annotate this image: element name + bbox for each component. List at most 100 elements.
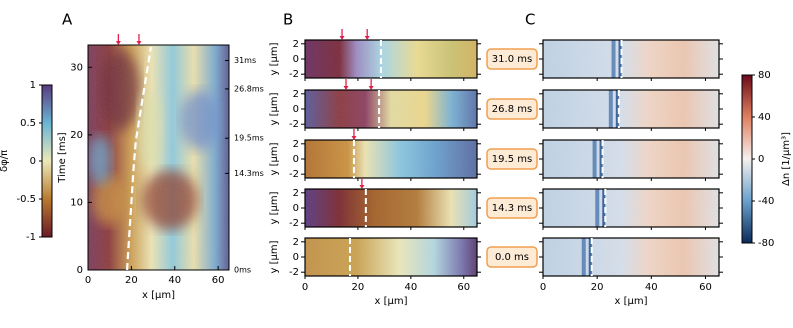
y-tick-label: 2 [293, 237, 299, 248]
x-tick-label: 60 [457, 282, 470, 293]
y2-tick-label: 14.3ms [234, 169, 264, 178]
colorbar-tick-label: 0 [30, 156, 36, 167]
y-axis-label: y [μm] [269, 92, 280, 125]
y-axis-label: y [μm] [269, 240, 280, 273]
colorbar-tick-label: 0 [758, 154, 764, 165]
density-dip [602, 189, 606, 227]
noise [543, 189, 719, 227]
front-line [125, 46, 152, 271]
arrow-head [136, 41, 142, 45]
y-tick-label: 0 [293, 104, 299, 115]
colorbar-label: Δn [1/μm³] [781, 132, 792, 186]
noise [543, 140, 719, 178]
y-tick-label: 2 [293, 139, 299, 150]
time-badge [486, 48, 538, 70]
panel-label: C [525, 11, 535, 29]
y-tick-label: 2 [293, 39, 299, 50]
y-axis-label: y [μm] [269, 42, 280, 75]
panel-label: B [283, 11, 293, 29]
y-tick-label: 0 [293, 203, 299, 214]
x-tick-label: 40 [645, 282, 658, 293]
y-tick-label: 0 [293, 54, 299, 65]
time-label: 31.0 ms [492, 54, 532, 65]
noise [305, 90, 477, 128]
time-badge [486, 98, 538, 120]
density-dip [618, 40, 622, 78]
y-tick-label: 0 [77, 265, 83, 276]
colorbar-tick-label: -1 [26, 232, 36, 243]
x-axis-label: x [μm] [614, 296, 647, 307]
y-tick-label: -2 [289, 218, 299, 229]
x-axis-label: x [μm] [142, 290, 175, 301]
y-tick-label: 0 [293, 154, 299, 165]
noise [543, 238, 719, 276]
x-tick-label: 0 [85, 275, 91, 286]
y2-tick-label: 19.5ms [234, 134, 264, 143]
density-dip [615, 90, 619, 128]
x-axis-label: x [μm] [374, 296, 407, 307]
density-dip [592, 140, 597, 178]
y-tick-label: 0 [293, 252, 299, 263]
density-dip [581, 238, 586, 276]
panel-label: A [62, 11, 73, 29]
noise [543, 90, 719, 128]
noise [305, 238, 477, 276]
colorbar-tick-label: -80 [758, 238, 774, 249]
arrow-head [364, 36, 370, 40]
time-badge [486, 148, 538, 170]
x-tick-label: 20 [591, 282, 604, 293]
y-tick-label: -2 [289, 169, 299, 180]
density-dip [595, 189, 600, 227]
y2-tick-label: 26.8ms [234, 84, 264, 93]
y-axis-label: y [μm] [269, 191, 280, 224]
arrow-head [115, 41, 121, 45]
arrow-head [368, 86, 374, 90]
time-label: 0.0 ms [495, 252, 529, 263]
arrow-head [339, 36, 345, 40]
colorbar [41, 84, 53, 238]
colorbar-tick-label: -40 [758, 196, 774, 207]
density-dip [608, 90, 613, 128]
x-tick-label: 0 [302, 282, 308, 293]
time-label: 14.3 ms [492, 203, 532, 214]
x-tick-label: 60 [212, 275, 225, 286]
x-tick-label: 60 [699, 282, 712, 293]
x-tick-label: 40 [404, 282, 417, 293]
y-axis-label: Time [ms] [57, 132, 68, 184]
arrow-head [343, 86, 349, 90]
plot-frame [87, 44, 230, 271]
noise [305, 140, 477, 178]
density-dip [599, 140, 603, 178]
density-dip [588, 238, 592, 276]
y-tick-label: 20 [70, 130, 83, 141]
time-badge [486, 246, 538, 268]
y-tick-label: 30 [70, 62, 83, 73]
y-tick-label: 2 [293, 89, 299, 100]
colorbar-tick-label: -0.5 [16, 194, 36, 205]
colorbar-tick-label: 40 [758, 112, 771, 123]
time-badge [486, 197, 538, 219]
noise [88, 45, 229, 270]
y2-tick-label: 0ms [234, 266, 251, 275]
time-label: 19.5 ms [492, 154, 532, 165]
y-tick-label: 2 [293, 188, 299, 199]
noise [543, 40, 719, 78]
y-tick-label: 10 [70, 197, 83, 208]
y2-tick-label: 31ms [234, 56, 256, 65]
noise [305, 40, 477, 78]
y-tick-label: -2 [289, 119, 299, 130]
x-tick-label: 0 [540, 282, 546, 293]
colorbar-tick-label: 0.5 [20, 118, 36, 129]
x-tick-label: 20 [125, 275, 138, 286]
colorbar [741, 74, 753, 244]
colorbar-tick-label: 1 [30, 80, 36, 91]
colorbar-label: δφ/π [0, 150, 10, 172]
time-label: 26.8 ms [492, 104, 532, 115]
y-tick-label: -2 [289, 267, 299, 278]
density-dip [611, 40, 616, 78]
y-axis-label: y [μm] [269, 142, 280, 175]
noise [305, 189, 477, 227]
y-tick-label: -2 [289, 69, 299, 80]
x-tick-label: 40 [168, 275, 181, 286]
